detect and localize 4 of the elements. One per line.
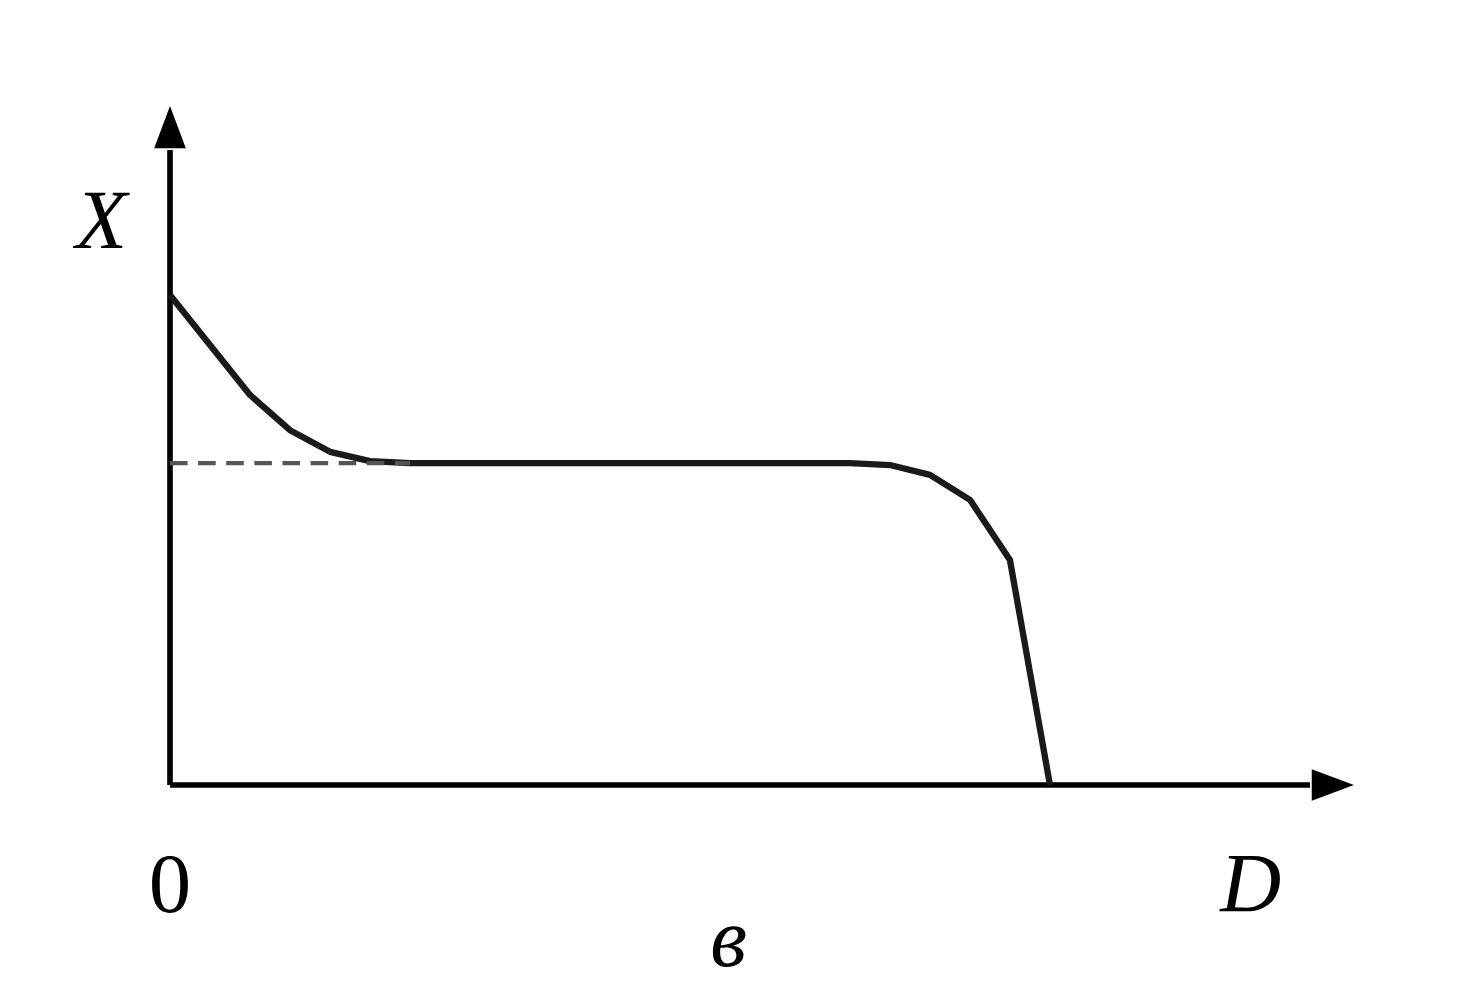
- x-axis-title: D: [1219, 855, 1280, 912]
- text: в: [712, 926, 746, 967]
- y-axis-title: X: [72, 192, 130, 249]
- text: 0: [152, 855, 188, 913]
